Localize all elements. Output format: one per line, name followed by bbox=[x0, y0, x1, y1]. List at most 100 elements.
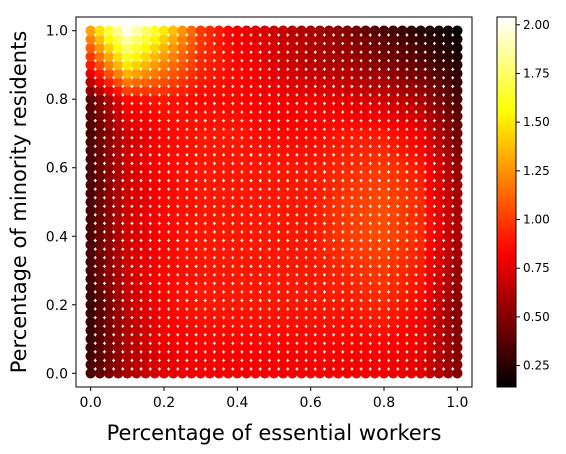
heatmap-marker bbox=[213, 368, 225, 379]
heatmap-marker bbox=[351, 256, 362, 268]
heatmap-marker bbox=[369, 188, 381, 199]
heatmap-marker bbox=[369, 273, 381, 285]
heatmap-marker bbox=[241, 111, 252, 122]
heatmap-marker bbox=[378, 308, 390, 319]
heatmap-marker bbox=[103, 85, 115, 96]
heatmap-marker bbox=[158, 256, 170, 268]
heatmap-marker bbox=[351, 188, 362, 199]
heatmap-marker bbox=[387, 359, 399, 370]
heatmap-marker bbox=[85, 119, 96, 131]
heatmap-marker bbox=[167, 76, 179, 88]
heatmap-marker bbox=[204, 153, 216, 165]
heatmap-marker bbox=[158, 325, 170, 336]
heatmap-marker bbox=[305, 102, 316, 113]
heatmap-marker bbox=[442, 25, 454, 36]
heatmap-marker bbox=[369, 119, 381, 131]
heatmap-marker bbox=[397, 333, 408, 345]
heatmap-marker bbox=[177, 34, 188, 45]
heatmap-marker bbox=[131, 94, 142, 105]
heatmap-marker bbox=[204, 42, 216, 54]
heatmap-marker bbox=[369, 308, 381, 319]
heatmap-marker bbox=[122, 273, 133, 285]
heatmap-marker bbox=[112, 231, 124, 242]
heatmap-marker bbox=[387, 136, 399, 148]
heatmap-marker bbox=[397, 213, 408, 225]
heatmap-marker bbox=[360, 59, 371, 71]
heatmap-marker bbox=[433, 76, 445, 88]
heatmap-marker bbox=[397, 188, 408, 199]
heatmap-marker bbox=[204, 316, 216, 328]
heatmap-marker bbox=[112, 368, 124, 379]
heatmap-marker bbox=[314, 162, 326, 173]
heatmap-marker bbox=[424, 68, 436, 79]
heatmap-marker bbox=[268, 333, 280, 345]
heatmap-marker bbox=[378, 273, 390, 285]
heatmap-marker bbox=[296, 153, 307, 165]
heatmap-marker bbox=[332, 25, 344, 36]
heatmap-marker bbox=[222, 196, 234, 208]
heatmap-marker bbox=[332, 136, 344, 148]
heatmap-marker bbox=[378, 282, 390, 293]
heatmap-marker bbox=[433, 145, 445, 156]
heatmap-marker bbox=[277, 42, 289, 54]
heatmap-marker bbox=[323, 222, 335, 233]
heatmap-marker bbox=[351, 299, 362, 310]
heatmap-marker bbox=[112, 171, 124, 182]
heatmap-marker bbox=[332, 162, 344, 173]
heatmap-marker bbox=[204, 145, 216, 156]
heatmap-marker bbox=[314, 111, 326, 122]
heatmap-marker bbox=[387, 188, 399, 199]
heatmap-marker bbox=[305, 291, 316, 302]
heatmap-marker bbox=[314, 59, 326, 71]
heatmap-marker bbox=[287, 59, 298, 71]
heatmap-marker bbox=[342, 256, 353, 268]
heatmap-marker bbox=[387, 205, 399, 216]
heatmap-marker bbox=[250, 325, 261, 336]
heatmap-marker bbox=[406, 205, 417, 216]
heatmap-marker bbox=[140, 308, 151, 319]
heatmap-marker bbox=[222, 342, 234, 353]
heatmap-marker bbox=[268, 248, 280, 259]
heatmap-marker bbox=[314, 273, 326, 285]
heatmap-marker bbox=[360, 34, 371, 45]
heatmap-marker bbox=[112, 42, 124, 54]
heatmap-marker bbox=[241, 102, 252, 113]
heatmap-marker bbox=[342, 308, 353, 319]
heatmap-marker bbox=[85, 136, 96, 148]
heatmap-marker bbox=[122, 94, 133, 105]
heatmap-marker bbox=[305, 128, 316, 139]
heatmap-marker bbox=[122, 222, 133, 233]
heatmap-marker bbox=[158, 368, 170, 379]
heatmap-marker bbox=[433, 42, 445, 54]
heatmap-marker bbox=[351, 119, 362, 131]
heatmap-marker bbox=[415, 59, 426, 71]
heatmap-marker bbox=[452, 205, 463, 216]
heatmap-marker bbox=[351, 34, 362, 45]
heatmap-marker bbox=[232, 68, 243, 79]
heatmap-marker bbox=[351, 239, 362, 251]
heatmap-marker bbox=[85, 102, 96, 113]
heatmap-marker bbox=[268, 171, 280, 182]
heatmap-marker bbox=[332, 231, 344, 242]
heatmap-marker bbox=[305, 359, 316, 370]
heatmap-marker bbox=[250, 179, 261, 191]
heatmap-marker bbox=[250, 265, 261, 276]
heatmap-marker bbox=[158, 85, 170, 96]
heatmap-marker bbox=[259, 196, 271, 208]
heatmap-marker bbox=[122, 291, 133, 302]
heatmap-marker bbox=[158, 222, 170, 233]
heatmap-marker bbox=[314, 94, 326, 105]
heatmap-marker bbox=[287, 171, 298, 182]
heatmap-marker bbox=[323, 94, 335, 105]
heatmap-marker bbox=[122, 85, 133, 96]
heatmap-marker bbox=[387, 171, 399, 182]
heatmap-marker bbox=[213, 111, 225, 122]
heatmap-marker bbox=[268, 273, 280, 285]
heatmap-marker bbox=[213, 68, 225, 79]
heatmap-marker bbox=[94, 59, 106, 71]
heatmap-marker bbox=[369, 136, 381, 148]
heatmap-marker bbox=[85, 153, 96, 165]
heatmap-marker bbox=[232, 231, 243, 242]
heatmap-marker bbox=[305, 136, 316, 148]
heatmap-marker bbox=[277, 248, 289, 259]
